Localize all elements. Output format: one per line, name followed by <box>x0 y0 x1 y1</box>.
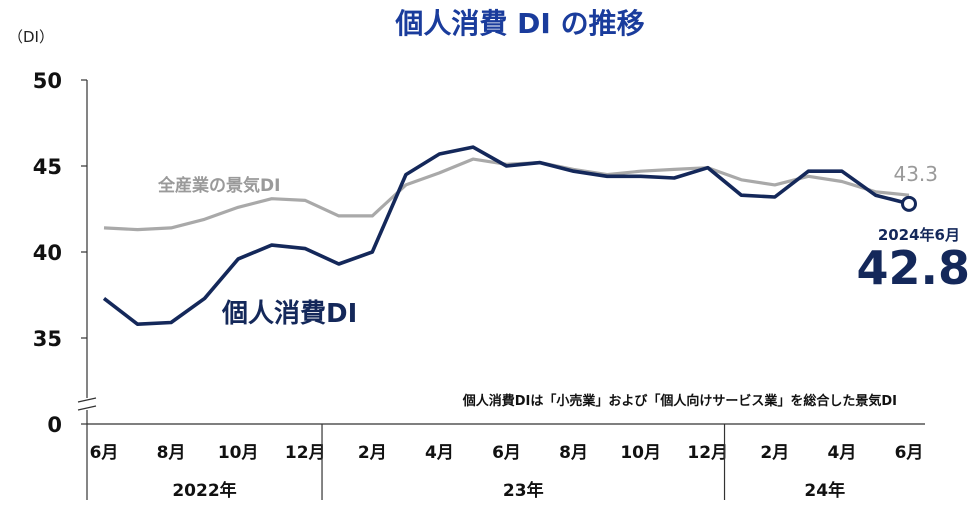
y-axis: 50 45 40 35 0 <box>33 69 97 437</box>
data-point-all-industries <box>203 218 205 220</box>
x-tick-label: 4月 <box>827 443 856 463</box>
data-point-consumption <box>136 323 138 325</box>
data-point-consumption <box>472 146 474 148</box>
data-point-consumption <box>740 194 742 196</box>
series-label-consumption: 個人消費DI <box>221 299 357 329</box>
data-point-consumption <box>807 170 809 172</box>
data-point-consumption <box>639 175 641 177</box>
axis-break-mark <box>77 397 97 403</box>
data-point-consumption <box>338 263 340 265</box>
data-point-all-industries <box>371 215 373 217</box>
x-tick-label: 8月 <box>559 443 588 463</box>
data-point-consumption <box>673 177 675 179</box>
unit-label: （DI） <box>8 28 54 46</box>
data-point-consumption <box>774 196 776 198</box>
chart-title: 個人消費 DI の推移 <box>394 7 644 40</box>
data-point-consumption <box>539 161 541 163</box>
data-point-consumption <box>438 153 440 155</box>
y-tick-label: 50 <box>33 69 62 93</box>
y-tick-label: 0 <box>47 413 62 437</box>
x-tick-label: 2月 <box>760 443 789 463</box>
data-point-consumption <box>707 167 709 169</box>
series-layer <box>102 145 917 327</box>
data-point-consumption <box>606 175 608 177</box>
data-point-consumption <box>371 251 373 253</box>
data-point-all-industries <box>103 227 105 229</box>
data-point-consumption <box>841 170 843 172</box>
x-tick-label: 6月 <box>492 443 521 463</box>
series-line-consumption <box>102 145 910 327</box>
series-label-all-industries: 全産業の景気DI <box>157 175 280 196</box>
data-point-all-industries <box>807 175 809 177</box>
x-tick-label: 2月 <box>358 443 387 463</box>
axis-break-mark <box>77 405 97 411</box>
data-point-consumption <box>271 244 273 246</box>
data-point-consumption <box>874 194 876 196</box>
data-point-consumption <box>405 173 407 175</box>
year-label: 24年 <box>804 480 845 501</box>
data-point-all-industries <box>136 228 138 230</box>
annotation-note: 個人消費DIは「小売業」および「個人向けサービス業」を総合した景気DI <box>462 393 897 409</box>
data-point-all-industries <box>472 158 474 160</box>
data-point-all-industries <box>774 184 776 186</box>
end-value-consumption: 42.8 <box>857 241 971 295</box>
end-point-marker <box>901 195 917 212</box>
data-point-all-industries <box>338 215 340 217</box>
data-point-consumption <box>505 165 507 167</box>
year-label: 23年 <box>503 480 544 501</box>
x-tick-label: 10月 <box>620 443 661 463</box>
data-point-consumption <box>170 321 172 323</box>
data-point-consumption <box>203 297 205 299</box>
x-tick-label: 6月 <box>895 443 924 463</box>
x-tick-label: 12月 <box>687 443 728 463</box>
end-value-all-industries: 43.3 <box>893 162 938 186</box>
x-tick-label: 8月 <box>157 443 186 463</box>
data-point-all-industries <box>438 172 440 174</box>
data-point-consumption <box>304 247 306 249</box>
data-point-all-industries <box>740 179 742 181</box>
x-tick-label: 6月 <box>90 443 119 463</box>
data-point-all-industries <box>271 197 273 199</box>
y-tick-label: 40 <box>33 241 62 265</box>
y-tick-label: 35 <box>33 327 62 351</box>
data-point-consumption <box>103 297 105 299</box>
data-point-all-industries <box>841 180 843 182</box>
x-tick-label: 12月 <box>285 443 326 463</box>
end-date-label: 2024年6月 <box>878 226 960 244</box>
data-point-all-industries <box>639 170 641 172</box>
y-tick-label: 45 <box>33 155 62 179</box>
data-point-consumption <box>572 170 574 172</box>
x-tick-label: 4月 <box>425 443 454 463</box>
data-point-all-industries <box>237 206 239 208</box>
x-tick-label: 10月 <box>218 443 259 463</box>
data-point-consumption <box>237 258 239 260</box>
data-point-all-industries <box>405 184 407 186</box>
x-axis: 6月 8月 10月 12月 2月 4月 6月 8月 10月 12月 2月 4月 6月 2022年 23年 24… <box>86 423 925 501</box>
data-point-all-industries <box>304 199 306 201</box>
data-point-all-industries <box>170 227 172 229</box>
year-label: 2022年 <box>172 480 236 501</box>
data-point-all-industries <box>673 168 675 170</box>
